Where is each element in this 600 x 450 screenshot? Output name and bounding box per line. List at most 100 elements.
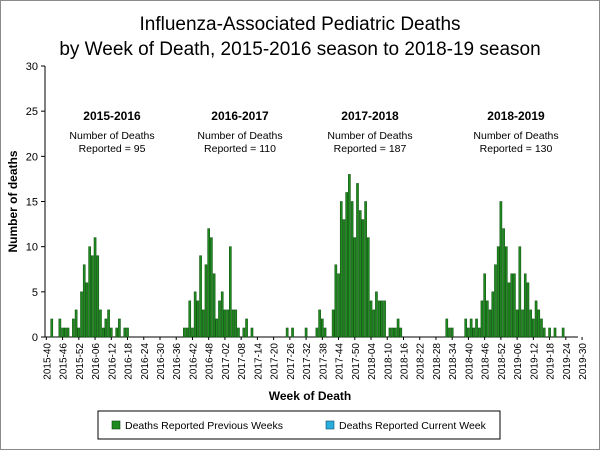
season-count-line-2: Reported = 110 <box>204 143 276 155</box>
bar-previous-weeks <box>377 300 381 338</box>
bar-previous-weeks <box>345 192 348 338</box>
x-tick-label: 2017-38 <box>318 343 329 380</box>
season-count-line-1: Number of Deaths <box>69 130 154 142</box>
bar-previous-weeks <box>464 318 468 338</box>
season-label: 2017-2018 <box>341 109 399 123</box>
bar-previous-weeks <box>540 318 543 338</box>
y-tick-label: 25 <box>26 106 38 118</box>
bar-previous-weeks <box>201 309 205 338</box>
legend-swatch-current-week <box>325 420 335 430</box>
bar-previous-weeks <box>245 318 248 338</box>
bar-previous-weeks <box>364 201 367 338</box>
bar-previous-weeks <box>534 300 538 338</box>
x-tick-label: 2019-12 <box>529 343 540 380</box>
y-tick-label: 5 <box>32 287 38 299</box>
x-tick-label: 2015-46 <box>59 343 70 380</box>
bar-previous-weeks <box>502 228 505 338</box>
bar-previous-weeks <box>396 318 400 338</box>
y-tick-label: 15 <box>26 197 38 209</box>
bar-previous-weeks <box>372 309 376 338</box>
bar-previous-weeks <box>342 219 346 338</box>
x-tick-label: 2019-30 <box>578 343 589 380</box>
x-tick-label: 2018-16 <box>399 343 410 380</box>
bar-previous-weeks <box>383 300 386 338</box>
bar-previous-weeks <box>237 327 240 338</box>
x-tick-label: 2016-30 <box>156 343 167 380</box>
bar-previous-weeks <box>334 264 338 338</box>
bar-previous-weeks <box>367 237 370 338</box>
bar-previous-weeks <box>215 318 219 338</box>
bar-previous-weeks <box>61 327 64 338</box>
bar-previous-weeks <box>361 219 365 338</box>
x-tick-label: 2015-52 <box>75 343 86 380</box>
bar-previous-weeks <box>101 327 105 338</box>
bar-previous-weeks <box>291 327 294 338</box>
y-tick-label: 10 <box>26 242 38 254</box>
bar-previous-weeks <box>472 327 476 338</box>
bar-previous-weeks <box>450 327 454 338</box>
legend-box <box>97 410 501 440</box>
x-tick-label: 2017-44 <box>335 343 346 380</box>
x-tick-label: 2018-04 <box>367 343 378 380</box>
bar-previous-weeks <box>315 327 319 338</box>
x-tick-label: 2019-18 <box>546 343 557 380</box>
bar-previous-weeks <box>218 300 221 338</box>
x-tick-label: 2016-12 <box>107 343 118 380</box>
legend-label-previous-weeks: Deaths Reported Previous Weeks <box>125 420 283 432</box>
bar-previous-weeks <box>77 327 81 338</box>
bar-previous-weeks <box>118 318 121 338</box>
bar-previous-weeks <box>356 183 359 338</box>
x-tick-label: 2016-06 <box>91 343 102 380</box>
x-tick-label: 2016-48 <box>205 343 216 380</box>
bar-previous-weeks <box>380 300 384 338</box>
bar-previous-weeks <box>323 327 327 338</box>
bar-previous-weeks <box>369 300 373 338</box>
bar-previous-weeks <box>74 309 78 338</box>
season-label: 2018-2019 <box>487 109 545 123</box>
bar-previous-weeks <box>109 327 113 338</box>
bar-previous-weeks <box>391 327 394 338</box>
bar-previous-weeks <box>126 327 129 338</box>
legend-swatch-previous-weeks <box>111 420 121 430</box>
bar-previous-weeks <box>50 318 54 338</box>
bar-previous-weeks <box>199 255 202 338</box>
bar-previous-weeks <box>521 309 524 338</box>
x-tick-label: 2016-18 <box>124 343 135 380</box>
bar-previous-weeks <box>537 309 541 338</box>
bar-previous-weeks <box>358 210 362 338</box>
bar-previous-weeks <box>339 201 343 338</box>
bar-previous-weeks <box>63 327 67 338</box>
bar-previous-weeks <box>91 255 94 338</box>
x-tick-label: 2017-08 <box>237 343 248 380</box>
bar-previous-weeks <box>394 327 397 338</box>
bar-previous-weeks <box>80 291 83 338</box>
bar-previous-weeks <box>99 309 102 338</box>
x-tick-label: 2017-26 <box>286 343 297 380</box>
x-tick-label: 2018-52 <box>497 343 508 380</box>
bar-previous-weeks <box>223 309 227 338</box>
bar-previous-weeks <box>193 291 197 338</box>
bar-previous-weeks <box>96 255 100 338</box>
bar-previous-weeks <box>85 282 89 338</box>
bar-previous-weeks <box>242 327 246 338</box>
x-tick-label: 2018-40 <box>464 343 475 380</box>
bar-previous-weeks <box>483 273 486 338</box>
x-tick-label: 2017-20 <box>270 343 281 380</box>
bar-previous-weeks <box>467 327 470 338</box>
bar-previous-weeks <box>529 309 532 338</box>
y-axis-label: Number of deaths <box>6 150 20 252</box>
bar-previous-weeks <box>220 291 224 338</box>
bar-previous-weeks <box>553 327 557 338</box>
season-count-line-2: Reported = 130 <box>480 143 553 155</box>
bar-previous-weeks <box>210 237 213 338</box>
bar-previous-weeks <box>480 300 484 338</box>
bar-previous-weeks <box>229 246 232 338</box>
chart-title-line-2: by Week of Death, 2015-2016 season to 20… <box>59 39 540 60</box>
bar-previous-weeks <box>285 327 289 338</box>
x-tick-label: 2017-32 <box>302 343 313 380</box>
bar-previous-weeks <box>185 327 189 338</box>
bar-previous-weeks <box>399 327 403 338</box>
bar-previous-weeks <box>353 237 357 338</box>
chart-title-line-1: Influenza-Associated Pediatric Deaths <box>139 14 460 35</box>
